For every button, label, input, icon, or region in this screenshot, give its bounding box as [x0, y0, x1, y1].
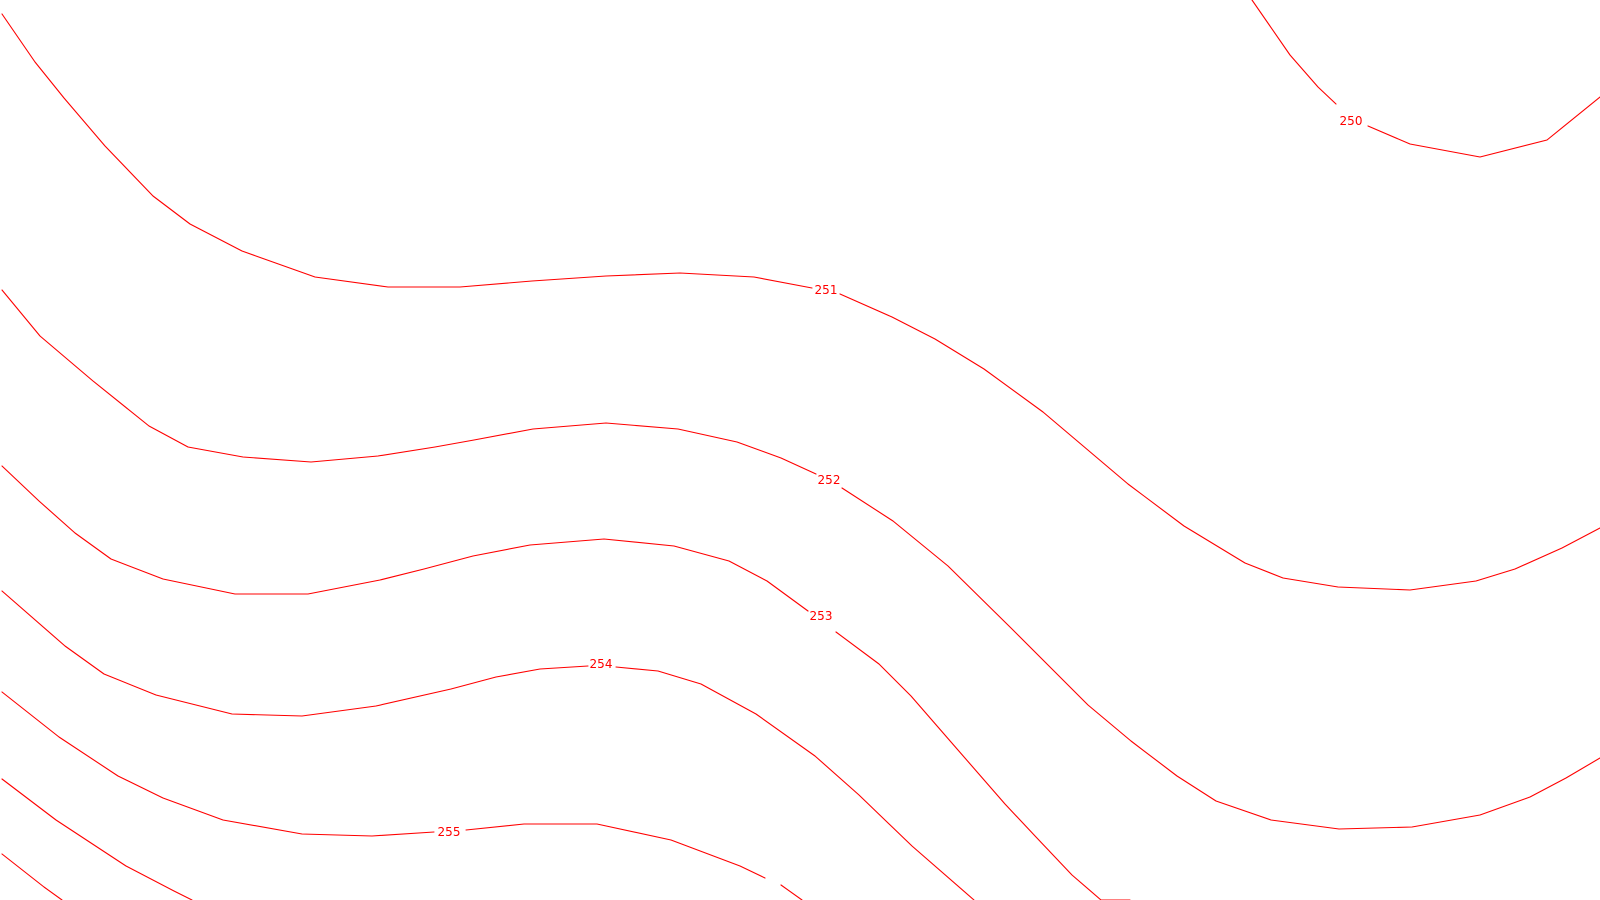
contour-line-250: [1251, 0, 1337, 105]
contour-line-253: [835, 631, 1131, 900]
contour-line-254: [615, 666, 975, 900]
contour-line-255: [1, 691, 435, 837]
contour-line-254: [1, 590, 589, 717]
contour-line-253: [1, 465, 809, 612]
contour-line-257: [1, 853, 63, 900]
contour-label-254: 254: [590, 657, 613, 671]
contour-line-250: [1367, 96, 1600, 158]
contour-line-255: [780, 884, 803, 900]
contour-line-251: [839, 293, 1600, 591]
contour-line-251: [1, 13, 813, 289]
contour-label-252: 252: [818, 473, 841, 487]
contour-label-251: 251: [815, 283, 838, 297]
contour-line-252: [841, 487, 1600, 830]
contour-label-255: 255: [438, 825, 461, 839]
contour-label-250: 250: [1340, 114, 1363, 128]
contour-label-253: 253: [810, 609, 833, 623]
contour-line-252: [1, 289, 817, 475]
contour-line-255: [465, 823, 766, 879]
contour-line-256: [1, 778, 193, 900]
